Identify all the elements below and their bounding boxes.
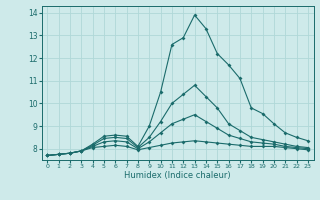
X-axis label: Humidex (Indice chaleur): Humidex (Indice chaleur) — [124, 171, 231, 180]
